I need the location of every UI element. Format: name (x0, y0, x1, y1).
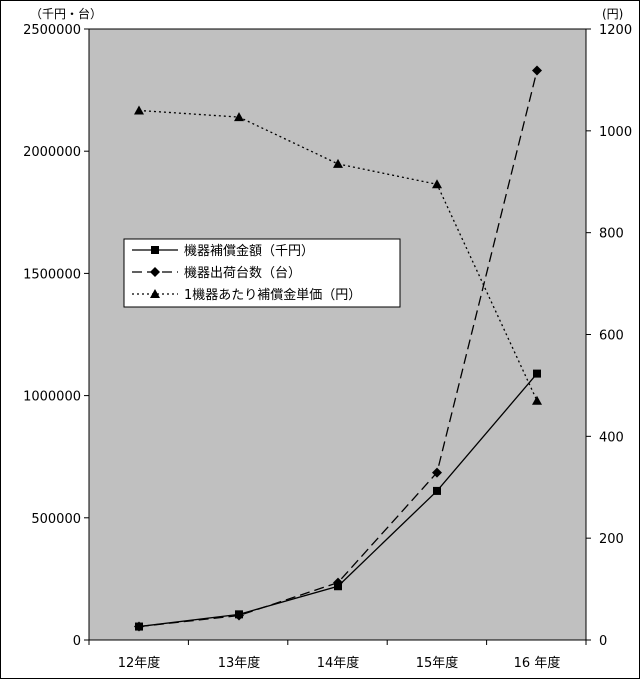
x-axis-tick-label: 14年度 (317, 655, 360, 671)
series-point (134, 621, 144, 632)
right-axis-unit-label: (円) (602, 7, 623, 21)
series-point (432, 467, 442, 478)
series-3 (134, 105, 542, 405)
left-axis-tick-label: 0 (73, 634, 81, 649)
series-2 (134, 65, 542, 632)
series-point (533, 369, 541, 378)
legend-item: 機器補償金額（千円） (132, 243, 314, 259)
left-axis-tick-label: 1500000 (23, 267, 81, 282)
series-point (432, 179, 442, 189)
left-axis-tick-label: 500000 (31, 512, 81, 527)
series-layer (134, 65, 542, 632)
x-axis-tick-label: 16 年度 (514, 655, 561, 671)
legend-item: 1機器あたり補償金単価（円） (132, 287, 361, 303)
right-axis-tick-label: 200 (599, 532, 624, 547)
legend-label: 機器出荷台数（台） (184, 266, 301, 281)
right-axis-tick-label: 600 (599, 329, 624, 344)
plot-area (88, 28, 587, 641)
right-axis-tick-label: 400 (599, 430, 624, 445)
right-axis: 0 200 400 600 800 1000 1200 (586, 23, 632, 649)
legend-label: 機器補償金額（千円） (184, 243, 314, 259)
right-axis-tick-label: 800 (599, 227, 624, 242)
legend-item: 機器出荷台数（台） (132, 266, 301, 281)
right-axis-tick-label: 0 (599, 634, 607, 649)
left-axis-unit-label: （千円・台） (30, 6, 102, 21)
series-line (138, 109, 538, 401)
series-point (134, 105, 144, 115)
series-point (532, 65, 542, 76)
left-axis-tick-label: 2000000 (23, 145, 81, 160)
x-axis-tick-label: 12年度 (118, 655, 161, 671)
legend-marker (150, 267, 160, 277)
left-axis-tick-label: 2500000 (23, 23, 81, 38)
series-point (433, 486, 441, 495)
series-point (532, 395, 542, 405)
series-point (234, 112, 244, 122)
left-axis-tick-label: 1000000 (23, 390, 81, 405)
right-axis-tick-label: 1200 (599, 23, 632, 38)
legend: 機器補償金額（千円） 機器出荷台数（台） 1機器あたり補償金単価（円） (123, 238, 401, 308)
x-axis-tick-label: 15年度 (416, 655, 459, 671)
x-axis-tick-label: 13年度 (218, 655, 261, 671)
legend-label: 1機器あたり補償金単価（円） (184, 287, 361, 303)
left-axis: 0 500000 1000000 1500000 2000000 2500000 (23, 23, 89, 649)
series-point (333, 158, 343, 168)
series-point (333, 577, 343, 588)
legend-marker (151, 246, 159, 254)
right-axis-tick-label: 1000 (599, 125, 632, 140)
series-point (234, 610, 244, 621)
x-axis: 12年度 13年度 14年度 15年度 16 年度 (88, 640, 587, 671)
legend-marker (150, 289, 160, 298)
